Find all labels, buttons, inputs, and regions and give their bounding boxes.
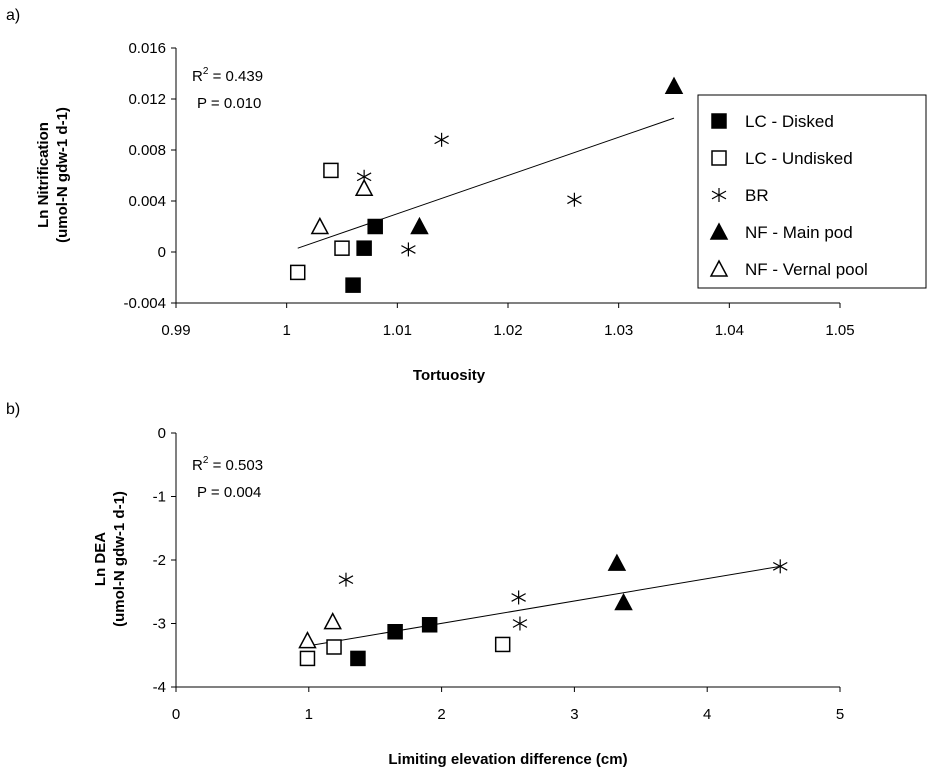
panel-b-point-open-triangle (323, 612, 342, 630)
panel-b-point-filled-square (387, 624, 403, 640)
panel-a-nitrification-vs-tortuosity: a) 0.99 1 1.01 1.02 1.03 1.04 1.05 -0.004 0 0.004… (6, 7, 927, 384)
panel-a-y-tick-label: 0.004 (128, 193, 166, 210)
panel-a-y-axis-title-line1: Ln Nitrification (35, 122, 52, 228)
panel-b-point-asterisk (772, 559, 788, 574)
panel-b-point-asterisk (511, 590, 526, 605)
panel-a-point-open-triangle (354, 178, 374, 196)
panel-b-y-axis-title-line2: (umol-N gdw-1 d-1) (111, 491, 128, 627)
panel-a-y-tick-label: 0.016 (128, 40, 166, 57)
panel-b-ticks: 0 1 2 3 4 5 -4 -3 -2 -1 0 (153, 425, 845, 723)
panel-b-y-tick-label: -4 (153, 679, 166, 696)
panel-b-x-tick-label: 5 (836, 706, 844, 723)
panel-a-point-filled-triangle (410, 216, 429, 235)
panel-b-point-filled-square (350, 650, 366, 667)
panel-a-point-open-triangle (310, 216, 330, 235)
panel-a-x-tick-label: 1.04 (715, 322, 744, 339)
legend-label: BR (745, 186, 769, 205)
panel-b-p-label: P = 0.004 (197, 484, 261, 501)
panel-a-p-label: P = 0.010 (197, 95, 261, 112)
panel-a-point-open-square (323, 162, 339, 179)
panel-a-point-filled-triangle (664, 76, 684, 94)
panel-b-y-axis-title-line1: Ln DEA (92, 532, 109, 586)
panel-b-trendline (308, 565, 781, 647)
panel-b-dea-vs-elevation: b) 0 1 2 3 4 5 -4 -3 -2 -1 0 Limiting elevation di… (6, 401, 844, 768)
legend-item: LC - Undisked (711, 149, 853, 168)
panel-a-point-asterisk (401, 242, 416, 257)
panel-a-x-tick-label: 1.05 (825, 322, 854, 339)
panel-a-y-tick-label: 0.012 (128, 91, 166, 108)
panel-b-point-asterisk (338, 572, 354, 587)
panel-a-x-axis-title: Tortuosity (413, 367, 486, 384)
legend-marker-filled-square (711, 113, 727, 129)
panel-b-x-tick-label: 3 (570, 706, 578, 723)
panel-a-y-tick-label: 0 (158, 244, 166, 261)
panel-b-x-tick-label: 4 (703, 706, 711, 723)
panel-b-x-tick-label: 1 (305, 706, 313, 723)
panel-a-point-open-square (334, 240, 350, 256)
legend: LC - Disked LC - Undisked BR NF - Main pod N… (697, 94, 927, 289)
panel-a-point-asterisk (567, 192, 582, 207)
legend-marker-filled-triangle (709, 222, 729, 240)
panel-a-point-filled-square (356, 240, 372, 256)
panel-a-y-axis-title: Ln Nitrification (umol-N gdw-1 d-1) (35, 107, 71, 243)
legend-marker-open-square (711, 150, 727, 166)
panel-b-y-tick-label: -2 (153, 552, 166, 569)
panel-b-point-open-square (326, 639, 342, 655)
panel-a-r2-label: R2 = 0.439 (192, 66, 263, 85)
panel-b-points (298, 553, 788, 667)
panel-b-point-open-square (299, 650, 316, 667)
legend-item: LC - Disked (711, 112, 834, 131)
panel-a-x-tick-label: 1.03 (604, 322, 633, 339)
legend-label: LC - Disked (745, 112, 834, 131)
panel-a-point-open-square (289, 264, 306, 281)
legend-label: NF - Main pod (745, 223, 853, 242)
panel-a-label: a) (6, 7, 20, 24)
panel-b-point-filled-triangle (607, 553, 627, 571)
panel-b-label: b) (6, 401, 20, 418)
panel-b-point-open-square (494, 636, 511, 653)
legend-label: LC - Undisked (745, 149, 853, 168)
panel-b-y-tick-label: -3 (153, 616, 166, 633)
panel-b-r2-label: R2 = 0.503 (192, 455, 263, 474)
panel-b-y-axis-title: Ln DEA (umol-N gdw-1 d-1) (92, 491, 128, 627)
legend-item: BR (711, 186, 769, 205)
panel-b-x-tick-label: 0 (172, 706, 180, 723)
panel-b-y-tick-label: -1 (153, 489, 166, 506)
panel-a-y-axis-title-line2: (umol-N gdw-1 d-1) (54, 107, 71, 243)
legend-item: NF - Main pod (709, 222, 853, 242)
panel-a-y-tick-label: -0.004 (123, 295, 166, 312)
legend-marker-open-triangle (709, 259, 729, 277)
legend-box (697, 94, 927, 289)
panel-a-x-tick-label: 1 (282, 322, 290, 339)
panel-a-x-tick-label: 1.01 (383, 322, 412, 339)
legend-label: NF - Vernal pool (745, 260, 868, 279)
panel-a-y-tick-label: 0.008 (128, 142, 166, 159)
panel-b-y-tick-label: 0 (158, 425, 166, 442)
panel-b-x-axis-title: Limiting elevation difference (cm) (388, 751, 627, 768)
panel-b-point-open-triangle (298, 631, 317, 649)
panel-a-trendline (297, 117, 675, 249)
panel-b-point-filled-triangle (614, 592, 633, 611)
panel-a-x-tick-label: 1.02 (493, 322, 522, 339)
legend-marker-asterisk (711, 188, 727, 202)
panel-a-point-filled-square (345, 277, 361, 293)
panel-b-point-asterisk (512, 616, 528, 631)
panel-a-x-tick-label: 0.99 (161, 322, 190, 339)
panel-a-point-filled-square (367, 218, 383, 235)
panel-a-points (289, 76, 684, 293)
panel-b-x-tick-label: 2 (437, 706, 445, 723)
panel-b-point-filled-square (421, 617, 438, 633)
panel-a-ticks: 0.99 1 1.01 1.02 1.03 1.04 1.05 -0.004 0 0.004 0.0… (123, 40, 854, 339)
legend-item: NF - Vernal pool (709, 259, 868, 279)
panel-a-point-asterisk (434, 132, 449, 147)
